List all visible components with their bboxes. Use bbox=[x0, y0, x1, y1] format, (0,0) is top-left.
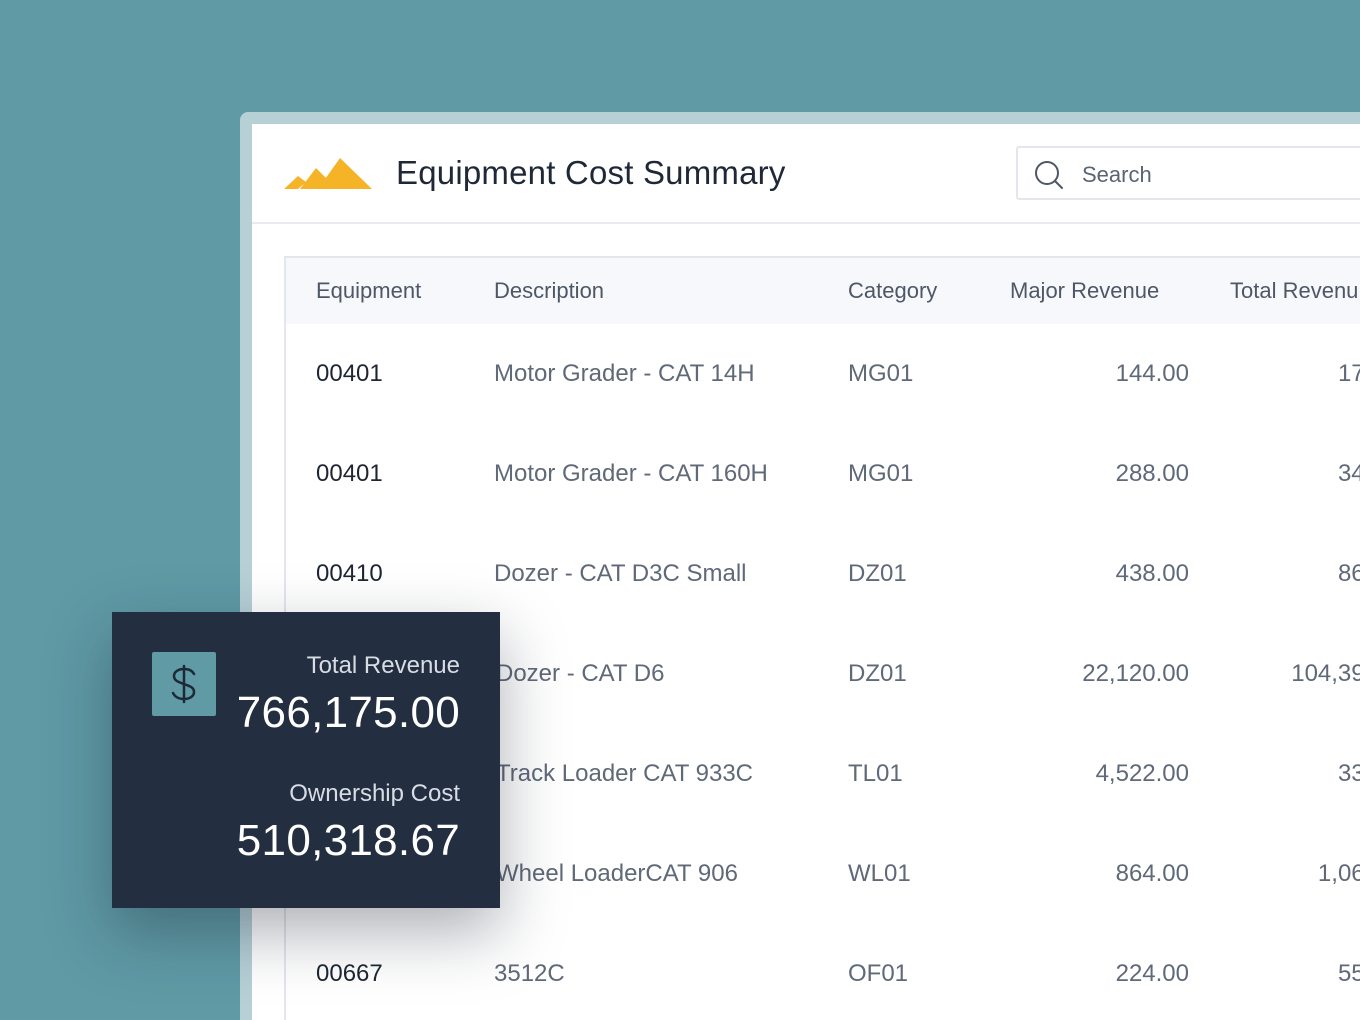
cell-total-revenue: 338.0 bbox=[1337, 760, 1360, 787]
ownership-cost-label: Ownership Cost bbox=[289, 780, 460, 807]
cell-category: TL01 bbox=[848, 760, 903, 787]
search-icon bbox=[1035, 161, 1063, 189]
cell-category: OF01 bbox=[848, 960, 909, 987]
table-row[interactable]: 00410 Dozer - CAT D3C Small DZ01 438.00 … bbox=[286, 524, 1360, 626]
mountain-logo-icon bbox=[284, 158, 372, 189]
search-box[interactable] bbox=[1016, 146, 1360, 200]
cell-major-revenue: 288.00 bbox=[1115, 460, 1189, 487]
cell-category: WL01 bbox=[848, 860, 911, 887]
cell-equipment: 00410 bbox=[316, 560, 383, 587]
cell-description: Motor Grader - CAT 160H bbox=[494, 460, 768, 487]
cell-total-revenue: 1,060.0 bbox=[1317, 860, 1360, 887]
cell-total-revenue: 172.0 bbox=[1337, 360, 1360, 387]
cell-description: 3512C bbox=[494, 960, 565, 987]
cell-description: Motor Grader - CAT 14H bbox=[494, 360, 755, 387]
column-header-equipment[interactable]: Equipment bbox=[316, 278, 422, 303]
search-input[interactable] bbox=[1080, 156, 1360, 194]
table-row[interactable]: 00401 Motor Grader - CAT 160H MG01 288.0… bbox=[286, 424, 1360, 526]
cell-major-revenue: 4,522.00 bbox=[1095, 760, 1189, 787]
column-header-description[interactable]: Description bbox=[494, 278, 605, 303]
total-revenue-value: 766,175.00 bbox=[236, 688, 460, 737]
ownership-cost-value: 510,318.67 bbox=[236, 816, 460, 865]
cell-category: DZ01 bbox=[848, 660, 907, 687]
cell-total-revenue: 344.0 bbox=[1337, 460, 1360, 487]
cell-total-revenue: 558.0 bbox=[1337, 960, 1360, 987]
cell-major-revenue: 224.00 bbox=[1115, 960, 1189, 987]
cell-description: Wheel LoaderCAT 906 bbox=[496, 860, 738, 887]
cell-description: Track Loader CAT 933C bbox=[496, 760, 754, 787]
table-row[interactable]: 00667 3512C OF01 224.00 558.0 bbox=[286, 924, 1360, 1020]
cell-equipment: 00667 bbox=[316, 960, 383, 987]
app-header: Equipment Cost Summary bbox=[252, 124, 1360, 224]
column-header-total-revenue[interactable]: Total Revenu bbox=[1230, 278, 1359, 303]
cell-major-revenue: 864.00 bbox=[1115, 860, 1189, 887]
column-header-category[interactable]: Category bbox=[848, 278, 938, 303]
cell-description: Dozer - CAT D3C Small bbox=[494, 560, 747, 587]
total-revenue-label: Total Revenue bbox=[306, 652, 460, 679]
table-row[interactable]: 00401 Motor Grader - CAT 14H MG01 144.00… bbox=[286, 324, 1360, 426]
table-header: Equipment Description Category Major Rev… bbox=[286, 258, 1360, 326]
cell-total-revenue: 867.0 bbox=[1337, 560, 1360, 587]
cell-equipment: 00401 bbox=[316, 360, 383, 387]
page-title: Equipment Cost Summary bbox=[396, 154, 786, 191]
cell-category: MG01 bbox=[848, 460, 914, 487]
cell-major-revenue: 438.00 bbox=[1115, 560, 1189, 587]
cell-total-revenue: 104,396.0 bbox=[1291, 660, 1360, 687]
cell-category: MG01 bbox=[848, 360, 914, 387]
cell-description: Dozer - CAT D6 bbox=[496, 660, 665, 687]
cell-category: DZ01 bbox=[848, 560, 907, 587]
cell-equipment: 00401 bbox=[316, 460, 383, 487]
cell-major-revenue: 22,120.00 bbox=[1082, 660, 1189, 687]
cell-major-revenue: 144.00 bbox=[1115, 360, 1189, 387]
column-header-major-revenue[interactable]: Major Revenue bbox=[1010, 278, 1160, 303]
revenue-summary-card: Total Revenue 766,175.00 Ownership Cost … bbox=[112, 612, 500, 908]
dollar-icon bbox=[152, 652, 216, 716]
